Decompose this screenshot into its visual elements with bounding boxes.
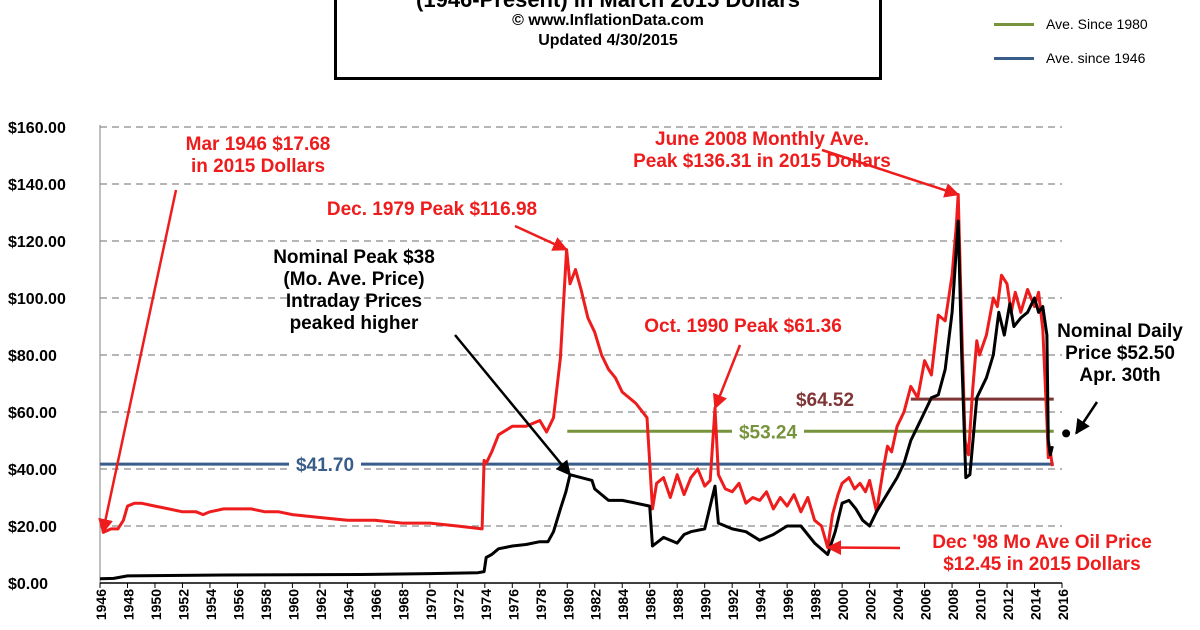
legend-label-avg-1980: Ave. Since 1980 (1046, 16, 1148, 32)
x-tick-label: 2008 (945, 589, 961, 620)
legend-swatch-avg-1980 (994, 23, 1034, 26)
annotation-text: Peak $136.31 in 2015 Dollars (633, 151, 891, 172)
x-tick-label: 1982 (588, 589, 604, 620)
y-tick-label: $80.00 (8, 348, 57, 365)
annotation-text: June 2008 Monthly Ave. (655, 129, 869, 150)
x-tick-label: 2002 (863, 589, 879, 620)
x-tick-label: 1978 (533, 589, 549, 620)
annotation-text: Price $52.50 (1065, 343, 1175, 364)
y-tick-label: $160.00 (8, 120, 66, 137)
reference-label: $64.52 (796, 390, 854, 411)
annotation-text: Oct. 1990 Peak $61.36 (644, 316, 842, 337)
x-tick-label: 1952 (175, 589, 191, 620)
y-tick-label: $0.00 (8, 576, 48, 593)
y-tick-label: $20.00 (8, 519, 57, 536)
annotation-text: Dec '98 Mo Ave Oil Price (932, 532, 1152, 553)
x-tick-label: 1988 (670, 589, 686, 620)
reference-label: $53.24 (739, 422, 798, 443)
x-tick-label: 1966 (368, 589, 384, 620)
x-tick-label: 2014 (1028, 589, 1044, 620)
reference-label: $41.70 (296, 455, 354, 476)
annotation-arrow (454, 334, 571, 476)
x-tick-label: 1994 (753, 589, 769, 620)
reference-label-bg (289, 452, 361, 475)
x-tick-label: 1990 (698, 589, 714, 620)
chart-updated: Updated 4/30/2015 (538, 32, 678, 49)
chart-source: © www.InflationData.com (512, 12, 704, 29)
legend-label-avg-1946: Ave. since 1946 (1046, 50, 1146, 66)
x-tick-label: 1948 (120, 589, 136, 620)
x-tick-label: 1958 (258, 589, 274, 620)
x-tick-label: 1964 (340, 589, 356, 620)
series-line (99, 219, 1054, 581)
chart-title-box: (1946-Present) in March 2015 Dollars © w… (334, 0, 882, 80)
y-tick-label: $120.00 (8, 234, 66, 251)
x-tick-label: 1974 (478, 589, 494, 620)
reference-label-bg (732, 419, 804, 442)
x-tick-label: 1968 (395, 589, 411, 620)
x-tick-label: 1960 (285, 589, 301, 620)
annotation-arrow (98, 189, 178, 535)
x-tick-label: 1986 (643, 589, 659, 620)
annotation-text: Dec. 1979 Peak $116.98 (327, 199, 537, 220)
series-line (102, 193, 1054, 549)
y-tick-label: $60.00 (8, 405, 57, 422)
x-tick-label: 1950 (148, 589, 164, 620)
annotation-text: Nominal Daily (1057, 321, 1183, 342)
x-tick-label: 2004 (890, 589, 906, 620)
annotation-arrow (1075, 401, 1099, 435)
x-tick-label: 2016 (1055, 589, 1071, 620)
x-tick-label: 1972 (450, 589, 466, 620)
x-tick-label: 2000 (835, 589, 851, 620)
x-tick-label: 1956 (230, 589, 246, 620)
annotation-text: Apr. 30th (1079, 365, 1160, 386)
x-tick-label: 1980 (560, 589, 576, 620)
x-tick-label: 2006 (918, 589, 934, 620)
x-tick-label: 1996 (780, 589, 796, 620)
annotation-text: $12.45 in 2015 Dollars (943, 554, 1141, 575)
annotation-arrow (514, 224, 568, 251)
x-tick-label: 1954 (203, 589, 219, 620)
y-tick-label: $100.00 (8, 291, 66, 308)
y-tick-label: $140.00 (8, 177, 66, 194)
x-tick-label: 1984 (615, 589, 631, 620)
y-tick-label: $40.00 (8, 462, 57, 479)
x-tick-label: 1962 (313, 589, 329, 620)
x-tick-label: 1970 (423, 589, 439, 620)
x-tick-label: 1976 (505, 589, 521, 620)
annotation-arrow (712, 344, 742, 410)
x-tick-label: 1998 (808, 589, 824, 620)
annotation-text: Nominal Peak $38 (273, 247, 435, 268)
x-tick-label: 2010 (973, 589, 989, 620)
annotation-text: Intraday Prices (286, 291, 422, 312)
x-tick-label: 1946 (93, 589, 109, 620)
x-tick-label: 1992 (725, 589, 741, 620)
annotation-text: peaked higher (290, 313, 419, 334)
annotation-text: Mar 1946 $17.68 (186, 134, 331, 155)
annotation-arrow (821, 148, 960, 198)
chart-title: (1946-Present) in March 2015 Dollars (337, 0, 879, 11)
annotation-text: (Mo. Ave. Price) (283, 269, 424, 290)
x-tick-label: 2012 (1000, 589, 1016, 620)
annotation-text: in 2015 Dollars (191, 156, 325, 177)
data-point (1062, 429, 1071, 438)
reference-label-bg (789, 387, 861, 410)
legend-swatch-avg-1946 (994, 57, 1034, 60)
